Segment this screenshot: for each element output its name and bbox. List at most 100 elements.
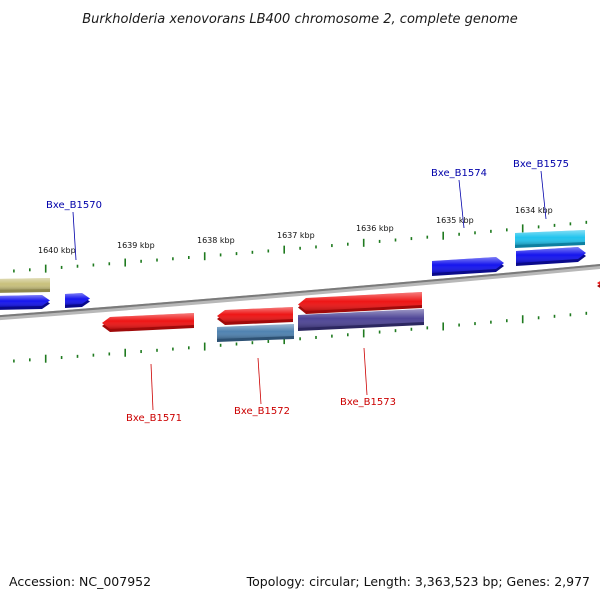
feature-shine [516,247,586,263]
minor-tick [29,268,31,272]
minor-tick [108,352,111,356]
minor-tick [251,250,254,254]
major-tick [521,224,524,233]
genome-summary-text: Topology: circular; Length: 3,363,523 bp… [246,574,590,589]
major-tick [124,258,126,267]
minor-tick [251,341,254,345]
tick-track-outer [13,220,588,273]
tick-label: 1639 kbp [117,241,155,250]
minor-tick [76,264,79,268]
minor-tick [13,359,15,363]
minor-tick [331,334,333,338]
minor-tick [458,323,460,327]
minor-tick [426,235,429,239]
major-tick [283,245,285,254]
minor-tick [537,225,540,229]
major-tick [203,252,206,261]
minor-tick [474,231,476,235]
tick-label: 1636 kbp [356,224,394,233]
minor-tick [315,335,317,339]
major-tick [203,342,206,351]
minor-tick [219,253,222,257]
minor-tick [267,249,270,253]
minor-tick [347,333,349,337]
feature-shine [0,278,50,290]
gene-label[interactable]: Bxe_B1574 [431,168,487,179]
minor-tick [172,257,174,261]
chromosome-backbone [0,263,600,321]
minor-tick [585,311,588,315]
minor-tick [378,330,381,334]
major-tick [362,238,365,247]
major-tick [44,354,47,363]
gene-feature-blue-small[interactable] [65,293,90,308]
leader-line [257,357,262,405]
feature-shine [217,324,294,339]
minor-tick [219,343,222,347]
leader-line [72,211,77,261]
gene-feature-cyan-1575[interactable] [515,230,585,248]
minor-tick [92,353,95,357]
minor-tick [394,238,397,242]
minor-tick [490,320,492,324]
minor-tick [569,222,572,226]
gene-feature-khaki-feature[interactable] [0,278,50,293]
minor-tick [29,358,31,362]
leader-line [458,179,465,229]
minor-tick [537,316,540,320]
minor-tick [140,350,142,354]
gene-label[interactable]: Bxe_B1571 [126,413,182,424]
minor-tick [553,314,556,318]
gene-label[interactable]: Bxe_B1573 [340,397,396,408]
gene-label[interactable]: Bxe_B1575 [513,159,569,170]
minor-tick [299,246,301,250]
tick-label: 1638 kbp [197,236,235,245]
gene-label[interactable]: Bxe_B1572 [234,406,290,417]
gene-feature-red-right-edge[interactable] [597,278,600,291]
major-tick [283,336,285,345]
minor-tick [569,313,572,317]
leader-line [150,363,154,411]
tick-label: 1637 kbp [277,231,315,240]
feature-shine [102,313,194,329]
feature-shine [217,307,293,322]
gene-labels: Bxe_B1570 Bxe_B1574 Bxe_B1575 Bxe_B1571 Bxe_… [46,159,569,424]
minor-tick [410,327,413,331]
feature-shine [298,309,424,328]
minor-tick [156,348,158,352]
gene-feature-red-1571[interactable] [102,313,194,332]
minor-tick [235,252,238,256]
minor-tick [267,339,270,343]
minor-tick [458,232,460,236]
gene-feature-purple-1573[interactable] [298,309,424,331]
feature-depth [597,284,600,288]
minor-tick [140,259,142,263]
gene-feature-red-1572[interactable] [217,307,293,325]
minor-tick [410,237,413,241]
chromosome-backbone-edge [0,263,600,318]
tick-track-inner [13,311,588,363]
feature-shine [515,230,585,245]
minor-tick [92,263,95,267]
minor-tick [235,342,238,346]
gene-feature-red-1573[interactable] [298,292,422,314]
major-tick [442,322,444,331]
minor-tick [60,356,63,360]
minor-tick [426,326,429,330]
minor-tick [378,239,381,243]
major-tick [442,231,444,240]
major-tick [44,264,47,273]
gene-feature-blue-1574[interactable] [432,257,504,276]
minor-tick [156,258,158,262]
gene-label[interactable]: Bxe_B1570 [46,200,102,211]
tick-label: 1640 kbp [38,246,76,255]
gene-feature-blue-left[interactable] [0,295,50,310]
gene-feature-steel-1572[interactable] [217,324,294,342]
minor-tick [60,265,63,269]
feature-shine [0,295,50,307]
tick-labels: 1640 kbp 1639 kbp 1638 kbp 1637 kbp 1636 kbp… [38,206,553,255]
major-tick [362,329,365,338]
minor-tick [76,354,79,358]
gene-feature-blue-1575[interactable] [516,247,586,266]
minor-tick [506,228,508,232]
